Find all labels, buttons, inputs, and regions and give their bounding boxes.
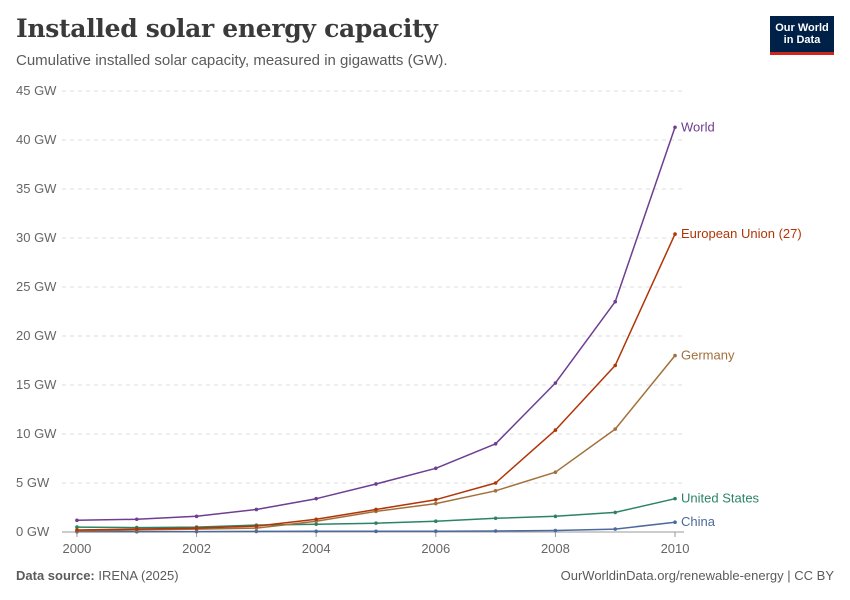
data-point[interactable] (75, 525, 79, 529)
y-axis-ticks: 0 GW 5 GW 10 GW 15 GW 20 GW 25 GW 30 GW 35 GW 40… (16, 83, 57, 539)
series-line[interactable] (76, 355, 676, 532)
data-point[interactable] (194, 529, 199, 534)
x-tick-label: 2000 (62, 541, 91, 556)
footer-url[interactable]: OurWorldinData.org/renewable-energy | CC… (560, 568, 834, 583)
data-point[interactable] (613, 363, 618, 368)
y-tick-label: 20 GW (16, 328, 57, 343)
y-tick-label: 25 GW (16, 279, 57, 294)
data-point[interactable] (673, 520, 677, 524)
series-label-world[interactable]: World (681, 119, 715, 134)
data-point[interactable] (194, 526, 199, 530)
y-tick-label: 45 GW (16, 83, 57, 98)
series-world[interactable] (75, 125, 677, 523)
data-point[interactable] (493, 489, 498, 493)
y-tick-label: 30 GW (16, 230, 57, 245)
data-point[interactable] (673, 125, 677, 130)
series-germany[interactable] (75, 353, 677, 533)
data-point[interactable] (673, 496, 677, 501)
data-point[interactable] (613, 527, 618, 531)
data-point[interactable] (553, 381, 558, 385)
series-label-united-states[interactable]: United States (681, 491, 760, 506)
data-point[interactable] (493, 481, 498, 485)
data-source: Data source: IRENA (2025) (16, 568, 179, 583)
series-line[interactable] (76, 127, 676, 521)
y-tick-label: 0 GW (16, 524, 50, 539)
logo-line-1: Our World (775, 22, 829, 34)
data-point[interactable] (314, 529, 318, 534)
series-lines (75, 125, 677, 534)
data-point[interactable] (433, 501, 438, 506)
x-axis-ticks: 2000 2002 2004 2006 2008 2010 (62, 532, 689, 556)
data-point[interactable] (194, 514, 199, 519)
owid-logo[interactable]: Our World in Data (770, 16, 834, 55)
data-point[interactable] (134, 527, 139, 531)
data-point[interactable] (493, 516, 498, 521)
x-tick-label: 2004 (302, 541, 331, 556)
gridlines (62, 90, 684, 533)
data-point[interactable] (314, 496, 318, 501)
logo-line-2: in Data (783, 34, 821, 46)
data-point[interactable] (493, 442, 498, 446)
x-tick-label: 2002 (182, 541, 211, 556)
data-point[interactable] (374, 482, 378, 486)
data-point[interactable] (433, 466, 438, 471)
data-point[interactable] (134, 517, 139, 522)
data-point[interactable] (254, 529, 259, 534)
data-point[interactable] (433, 519, 438, 524)
series-labels: World European Union (27) Germany United St… (681, 119, 802, 529)
data-point[interactable] (613, 510, 618, 515)
data-point[interactable] (613, 427, 618, 431)
data-point[interactable] (314, 522, 318, 526)
data-point[interactable] (75, 518, 79, 523)
data-point[interactable] (673, 232, 677, 236)
y-tick-label: 15 GW (16, 377, 57, 392)
data-point[interactable] (254, 507, 259, 512)
data-point[interactable] (254, 524, 259, 528)
data-point[interactable] (374, 529, 378, 534)
data-point[interactable] (613, 299, 618, 304)
line-chart: 0 GW 5 GW 10 GW 15 GW 20 GW 25 GW 30 GW 35 GW 40… (16, 83, 802, 556)
y-tick-label: 35 GW (16, 181, 57, 196)
data-point[interactable] (433, 497, 438, 502)
data-point[interactable] (553, 514, 558, 519)
data-point[interactable] (374, 507, 378, 512)
x-tick-label: 2008 (541, 541, 570, 556)
data-point[interactable] (673, 353, 677, 358)
y-tick-label: 5 GW (16, 475, 50, 490)
data-point[interactable] (314, 517, 318, 522)
series-label-china[interactable]: China (681, 514, 716, 529)
series-european-union-27[interactable] (75, 232, 677, 532)
x-tick-label: 2006 (421, 541, 450, 556)
chart-title: Installed solar energy capacity (16, 14, 438, 43)
x-tick-label: 2010 (661, 541, 690, 556)
data-point[interactable] (553, 470, 558, 475)
data-source-value[interactable]: IRENA (2025) (98, 568, 179, 583)
series-label-european-union-27[interactable]: European Union (27) (681, 226, 802, 241)
data-point[interactable] (433, 529, 438, 534)
chart-subtitle: Cumulative installed solar capacity, mea… (16, 52, 448, 69)
series-label-germany[interactable]: Germany (681, 348, 735, 363)
data-point[interactable] (553, 428, 558, 432)
y-tick-label: 10 GW (16, 426, 57, 441)
data-point[interactable] (75, 528, 79, 532)
y-tick-label: 40 GW (16, 132, 57, 147)
data-point[interactable] (553, 528, 558, 533)
data-source-label: Data source: (16, 568, 95, 583)
data-point[interactable] (493, 529, 498, 533)
data-point[interactable] (374, 521, 378, 525)
